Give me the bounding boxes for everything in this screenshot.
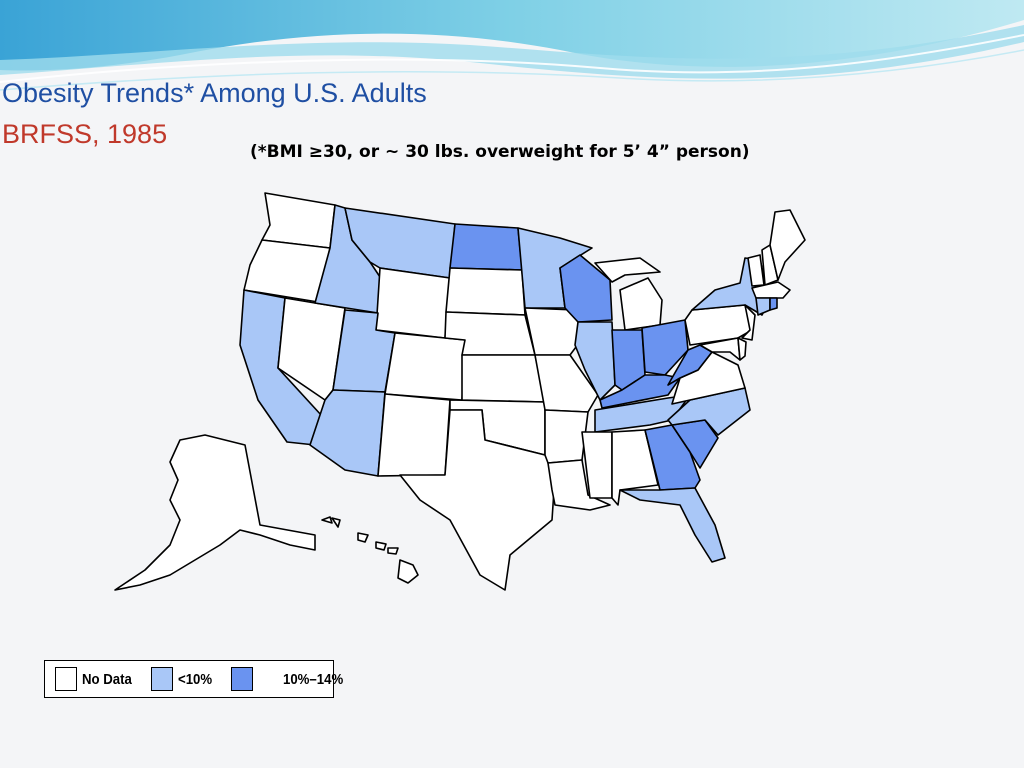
state-pa (684, 304, 753, 346)
legend-swatch-10-14 (231, 667, 253, 691)
legend-swatch-no-data (55, 667, 77, 691)
state-nm (377, 393, 451, 477)
state-oh (641, 319, 689, 376)
legend-item-10-14: 10%–14% (231, 667, 351, 691)
map-legend: No Data <10% 10%–14% (44, 660, 343, 698)
state-az (309, 389, 386, 477)
state-wy (375, 267, 451, 339)
state-la (547, 459, 611, 511)
bmi-footnote: (*BMI ≥30, or ~ 30 lbs. overweight for 5… (250, 142, 750, 162)
state-sd (445, 267, 526, 316)
state-tx (399, 409, 556, 591)
state-ks (461, 354, 546, 403)
state-md (699, 337, 741, 361)
state-ma (751, 281, 791, 299)
state-nj (741, 304, 756, 341)
legend-label-10-14: 10%–14% (283, 670, 344, 688)
legend-label-no-data: No Data (82, 670, 132, 688)
state-fl (619, 487, 726, 563)
header-wave-decoration (0, 0, 1024, 91)
state-mo (534, 354, 599, 413)
state-nd (449, 223, 523, 271)
state-ct (755, 297, 771, 316)
legend-item-lt10: <10% (151, 667, 217, 691)
state-co (384, 332, 466, 401)
state-wi (559, 254, 613, 323)
slide-title: Obesity Trends* Among U.S. Adults (2, 78, 427, 108)
state-hi (321, 516, 419, 584)
state-de (737, 337, 747, 361)
slide-subtitle: BRFSS, 1985 (2, 119, 168, 149)
legend-label-lt10: <10% (178, 670, 213, 688)
state-or (243, 239, 331, 303)
state-ms (581, 431, 613, 499)
state-ri (769, 297, 778, 311)
us-obesity-map (114, 192, 806, 591)
state-ak (114, 434, 316, 591)
state-mi (594, 257, 663, 331)
state-me (769, 209, 806, 281)
legend-item-no-data: No Data (55, 667, 139, 691)
legend-swatch-lt10 (151, 667, 173, 691)
state-wa (261, 192, 336, 249)
state-ar (544, 409, 589, 464)
